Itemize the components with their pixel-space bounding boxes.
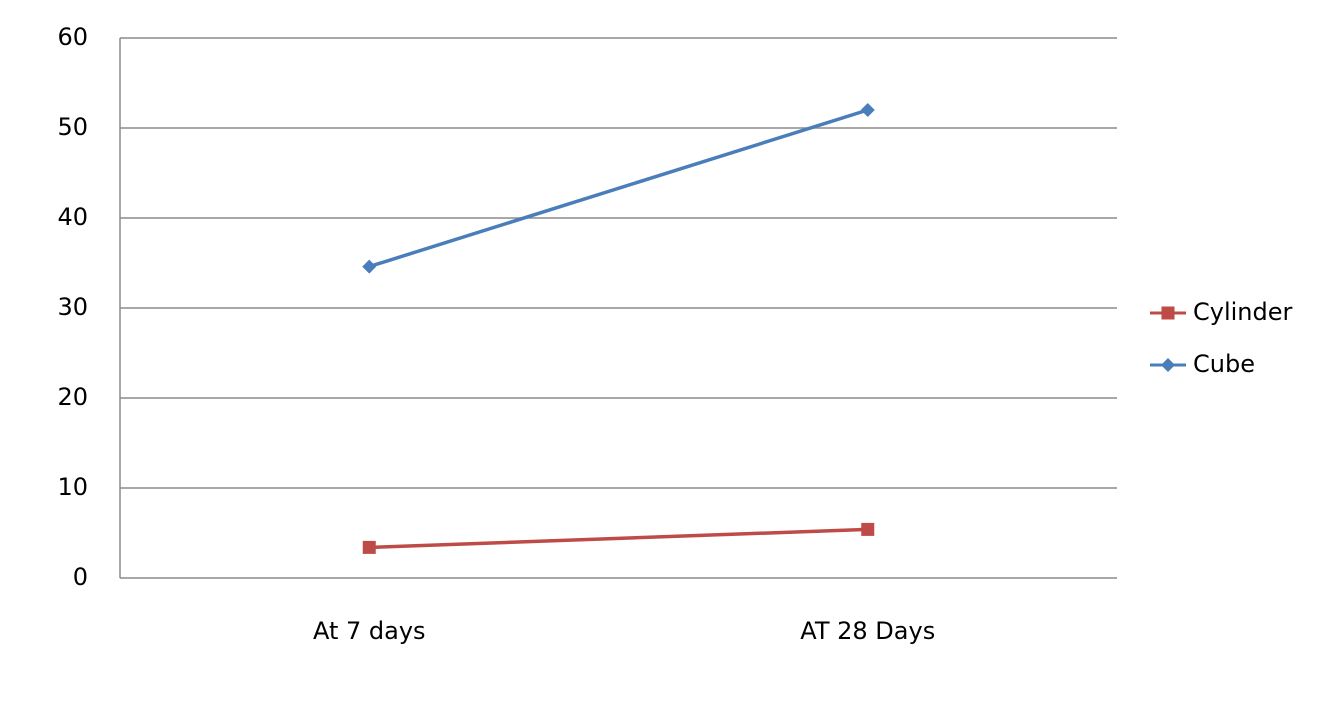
y-tick-label: 40 xyxy=(57,203,88,231)
y-tick-label: 50 xyxy=(57,113,88,141)
point-marker xyxy=(860,103,875,117)
legend-label: Cylinder xyxy=(1193,298,1293,326)
point-marker xyxy=(362,540,376,554)
legend-label: Cube xyxy=(1193,350,1255,378)
y-tick-label: 10 xyxy=(57,473,88,501)
x-tick-label: AT 28 Days xyxy=(800,617,935,645)
legend-marker xyxy=(1161,306,1175,320)
x-tick-label: At 7 days xyxy=(313,617,426,645)
y-tick-label: 30 xyxy=(57,293,88,321)
series-line xyxy=(369,527,868,550)
y-tick-label: 0 xyxy=(73,563,88,591)
y-tick-label: 20 xyxy=(57,383,88,411)
series-line xyxy=(368,108,869,269)
point-marker xyxy=(861,522,875,536)
legend-marker xyxy=(1161,358,1175,372)
y-tick-label: 60 xyxy=(57,23,88,51)
point-marker xyxy=(362,259,377,274)
